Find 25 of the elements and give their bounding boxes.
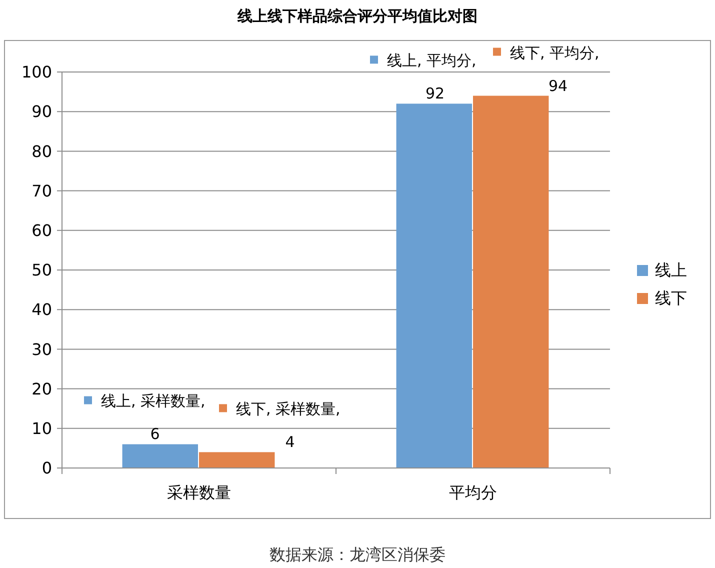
x-tick-label: 平均分 — [449, 483, 497, 502]
y-tick-label: 50 — [32, 260, 52, 280]
bar — [396, 104, 472, 468]
data-label: 线下, 平均分, 94 — [510, 44, 600, 95]
y-tick-label: 0 — [42, 458, 52, 478]
data-label: 线上, 采样数量, 6 — [101, 392, 206, 444]
legend-label: 线下 — [655, 288, 687, 308]
y-tick-label: 20 — [32, 379, 52, 398]
y-tick-label: 80 — [32, 142, 52, 161]
data-label: 线上, 平均分, 92 — [387, 52, 476, 103]
y-tick-label: 40 — [32, 300, 52, 320]
x-tick-label: 采样数量 — [167, 483, 231, 502]
y-tick-label: 10 — [32, 419, 52, 438]
y-tick-label: 70 — [32, 181, 52, 200]
bar — [122, 444, 198, 468]
source-note: 数据来源：龙湾区消保委 — [270, 545, 446, 564]
y-tick-label: 100 — [21, 62, 52, 82]
data-label: 线下, 采样数量, 4 — [236, 400, 340, 452]
y-tick-label: 90 — [32, 102, 52, 122]
bar — [473, 96, 549, 468]
y-tick-label: 60 — [32, 221, 52, 240]
bar — [199, 452, 275, 468]
legend-label: 线上 — [655, 260, 687, 280]
y-tick-label: 30 — [32, 340, 52, 359]
chart-title: 线上线下样品综合评分平均值比对图 — [236, 7, 478, 25]
